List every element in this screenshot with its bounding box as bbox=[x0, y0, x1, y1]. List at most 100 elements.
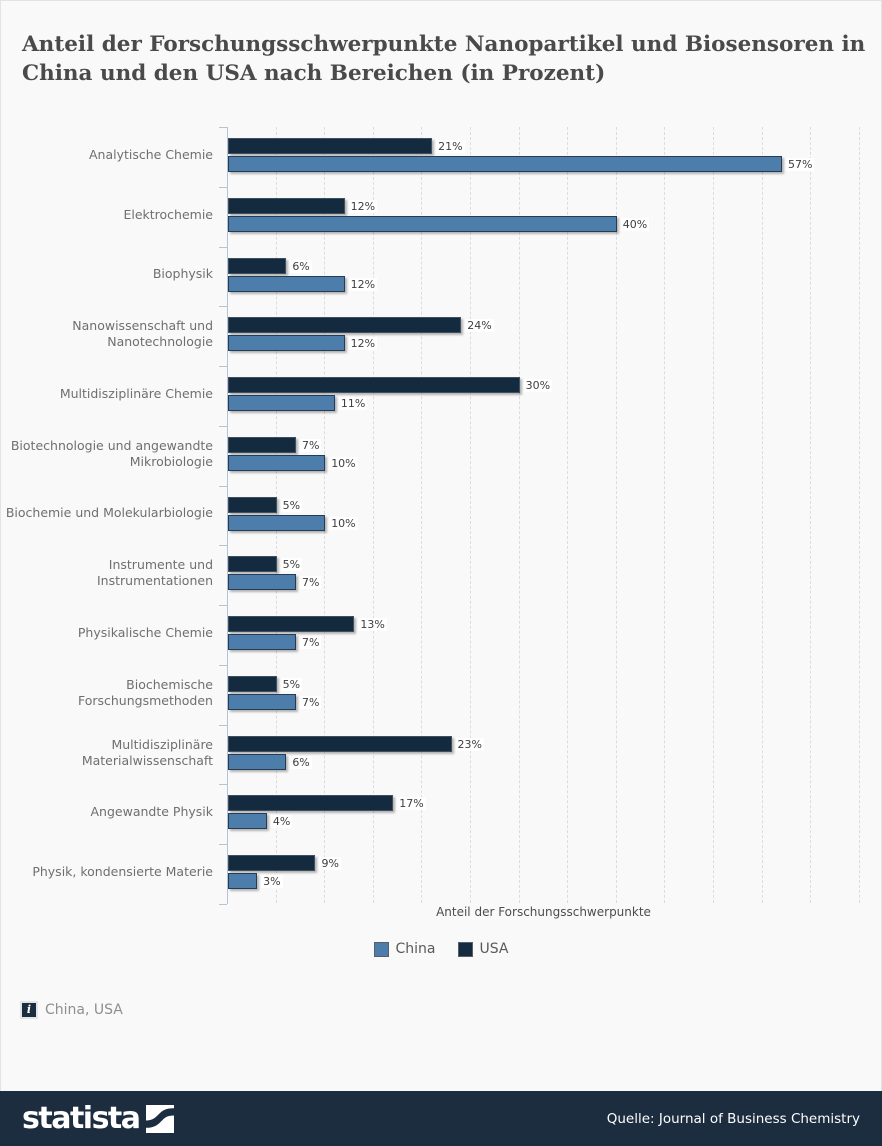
bar-group: 17% 4% bbox=[228, 782, 882, 842]
bar-usa[interactable] bbox=[228, 317, 462, 334]
gridline bbox=[421, 127, 423, 903]
category-label: Elektrochemie bbox=[123, 206, 213, 222]
bar-usa[interactable] bbox=[228, 377, 520, 394]
bar-china[interactable] bbox=[228, 693, 297, 710]
bar-china[interactable] bbox=[228, 813, 267, 830]
category-label: Analytische Chemie bbox=[88, 146, 213, 162]
value-label-usa: 17% bbox=[397, 797, 426, 811]
value-label-china: 57% bbox=[786, 158, 815, 171]
source-text: Quelle: Journal of Business Chemistry bbox=[606, 1110, 860, 1127]
value-label-china: 7% bbox=[300, 636, 322, 650]
axis-tick bbox=[219, 545, 227, 547]
bar-usa[interactable] bbox=[228, 436, 297, 453]
axis-tick bbox=[219, 246, 227, 248]
axis-tick bbox=[219, 844, 227, 846]
bar-group: 23% 6% bbox=[228, 723, 882, 783]
bar-china[interactable] bbox=[228, 395, 335, 412]
bar-usa[interactable] bbox=[228, 795, 394, 812]
category-label: Multidisziplinäre Chemie bbox=[59, 385, 213, 401]
category-label: Biochemische Forschungsmethoden bbox=[77, 676, 213, 708]
footnote-text: China, USA bbox=[45, 1002, 123, 1018]
bar-group: 13% 7% bbox=[228, 603, 882, 663]
gridline bbox=[858, 127, 860, 903]
info-icon[interactable]: i bbox=[22, 1003, 36, 1017]
bar-usa[interactable] bbox=[228, 735, 452, 752]
chart-row: Biotechnologie und angewandte Mikrobiolo… bbox=[0, 424, 882, 484]
bar-usa[interactable] bbox=[228, 675, 277, 692]
bar-usa[interactable] bbox=[228, 556, 277, 573]
axis-tick bbox=[219, 366, 227, 368]
footnote: i China, USA bbox=[22, 1002, 123, 1018]
bar-china[interactable] bbox=[228, 634, 297, 651]
bar-china[interactable] bbox=[228, 514, 326, 531]
bar-china[interactable] bbox=[228, 275, 345, 292]
axis-tick bbox=[219, 186, 227, 188]
axis-tick bbox=[219, 306, 227, 308]
bar-group: 24% 12% bbox=[228, 304, 882, 364]
bar-usa[interactable] bbox=[228, 616, 355, 633]
axis-tick bbox=[219, 724, 227, 726]
bar-group: 30% 11% bbox=[228, 364, 882, 424]
value-label-china: 6% bbox=[290, 755, 312, 769]
bar-china[interactable] bbox=[228, 753, 287, 770]
bar-group: 21% 57% bbox=[228, 125, 882, 185]
gridline bbox=[518, 127, 520, 903]
legend-item-china[interactable]: China bbox=[373, 941, 436, 957]
gridline bbox=[615, 127, 617, 903]
bar-group: 12% 40% bbox=[228, 185, 882, 245]
legend-swatch-usa bbox=[457, 941, 473, 957]
bar-china[interactable] bbox=[228, 454, 326, 471]
value-label-usa: 5% bbox=[280, 558, 303, 572]
x-axis-label: Anteil der Forschungsschwerpunkte bbox=[436, 905, 651, 919]
statista-logo[interactable]: statista bbox=[22, 1103, 174, 1134]
gridline bbox=[664, 127, 666, 903]
chart-row: Physik, kondensierte Materie 9% 3% bbox=[0, 842, 882, 902]
bar-china[interactable] bbox=[228, 873, 258, 890]
footer-bar: statista Quelle: Journal of Business Che… bbox=[0, 1091, 882, 1146]
bar-chart: Analytische Chemie 21% 57% Elektrochemie 12%… bbox=[0, 125, 882, 905]
bar-usa[interactable] bbox=[228, 138, 433, 154]
axis-tick bbox=[219, 904, 227, 905]
gridline bbox=[567, 127, 569, 903]
legend-item-usa[interactable]: USA bbox=[457, 941, 508, 957]
bar-usa[interactable] bbox=[228, 855, 316, 872]
legend-label: China bbox=[395, 941, 436, 957]
category-label: Angewandte Physik bbox=[90, 804, 214, 820]
bar-group: 5% 7% bbox=[228, 663, 882, 723]
bar-usa[interactable] bbox=[228, 197, 345, 214]
value-label-usa: 7% bbox=[300, 438, 322, 452]
axis-tick bbox=[219, 127, 227, 128]
axis-tick bbox=[219, 605, 227, 607]
category-label: Nanowissenschaft und Nanotechnologie bbox=[72, 318, 213, 350]
value-label-china: 12% bbox=[348, 277, 378, 291]
value-label-usa: 5% bbox=[280, 498, 303, 512]
legend-swatch-china bbox=[373, 941, 389, 957]
value-label-china: 10% bbox=[329, 456, 358, 470]
axis-tick bbox=[219, 664, 227, 666]
gridline bbox=[372, 127, 374, 903]
category-label: Biophysik bbox=[152, 266, 213, 282]
value-label-usa: 21% bbox=[436, 140, 465, 153]
axis-tick bbox=[219, 425, 227, 427]
axis-tick bbox=[219, 485, 227, 487]
y-axis-line bbox=[227, 127, 228, 904]
chart-title: Anteil der Forschungsschwerpunkte Nanopa… bbox=[22, 32, 866, 87]
bar-china[interactable] bbox=[228, 215, 617, 232]
bar-group: 7% 10% bbox=[228, 424, 882, 484]
bar-usa[interactable] bbox=[228, 496, 277, 513]
bar-group: 6% 12% bbox=[228, 245, 882, 305]
bar-china[interactable] bbox=[228, 335, 345, 352]
gridline bbox=[713, 127, 714, 903]
bar-china[interactable] bbox=[228, 156, 783, 172]
legend: China USA bbox=[0, 941, 882, 957]
value-label-china: 7% bbox=[300, 576, 322, 590]
bar-usa[interactable] bbox=[228, 257, 287, 274]
chart-row: Nanowissenschaft und Nanotechnologie 24% 1… bbox=[0, 304, 882, 364]
axis-tick bbox=[219, 784, 227, 786]
gridline bbox=[810, 127, 812, 903]
bar-china[interactable] bbox=[228, 574, 297, 591]
category-label: Physikalische Chemie bbox=[77, 625, 213, 641]
chart-row: Physikalische Chemie 13% 7% bbox=[0, 603, 882, 663]
value-label-usa: 30% bbox=[523, 379, 553, 393]
